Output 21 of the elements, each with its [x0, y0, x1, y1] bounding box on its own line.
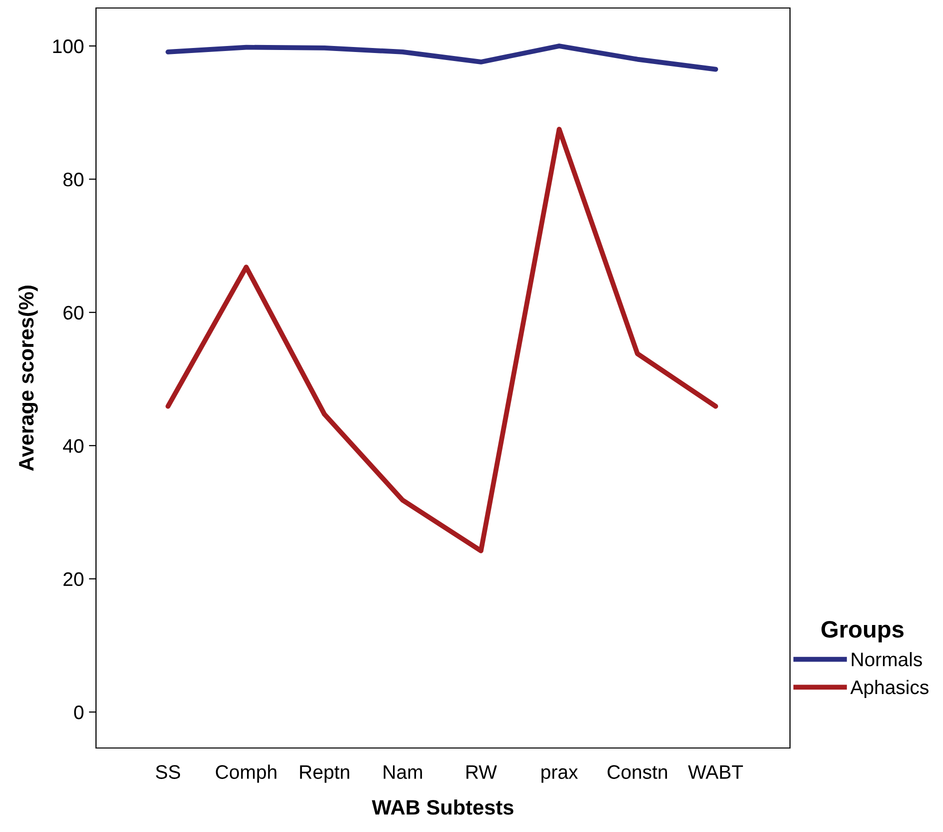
line-series	[166, 44, 718, 72]
y-tick-label: 60	[64, 306, 84, 320]
x-tick-label: Reptn	[300, 765, 350, 783]
x-tick-label: RW	[466, 765, 497, 779]
y-tick-label: 0	[74, 706, 84, 720]
x-tick-label: prax	[542, 768, 578, 783]
y-tick-label: 80	[63, 172, 84, 186]
legend-label: Aphasics	[850, 680, 928, 698]
y-tick-label: 100	[53, 39, 84, 54]
x-tick-label: WABT	[688, 765, 743, 779]
legend-label: Normals	[852, 652, 922, 666]
x-tick-label: SS	[156, 765, 180, 779]
x-tick-label: Comph	[216, 764, 276, 783]
y-axis-title: Average scores(%)	[18, 286, 38, 471]
y-tick-label: 20	[64, 572, 84, 586]
x-tick-label: Nam	[384, 765, 422, 779]
legend-title: Groups	[822, 620, 904, 642]
y-tick-label: 40	[63, 439, 84, 453]
line-series	[166, 126, 718, 554]
x-axis-title: WAB Subtests	[372, 799, 514, 815]
x-tick-label: Constn	[608, 765, 667, 779]
